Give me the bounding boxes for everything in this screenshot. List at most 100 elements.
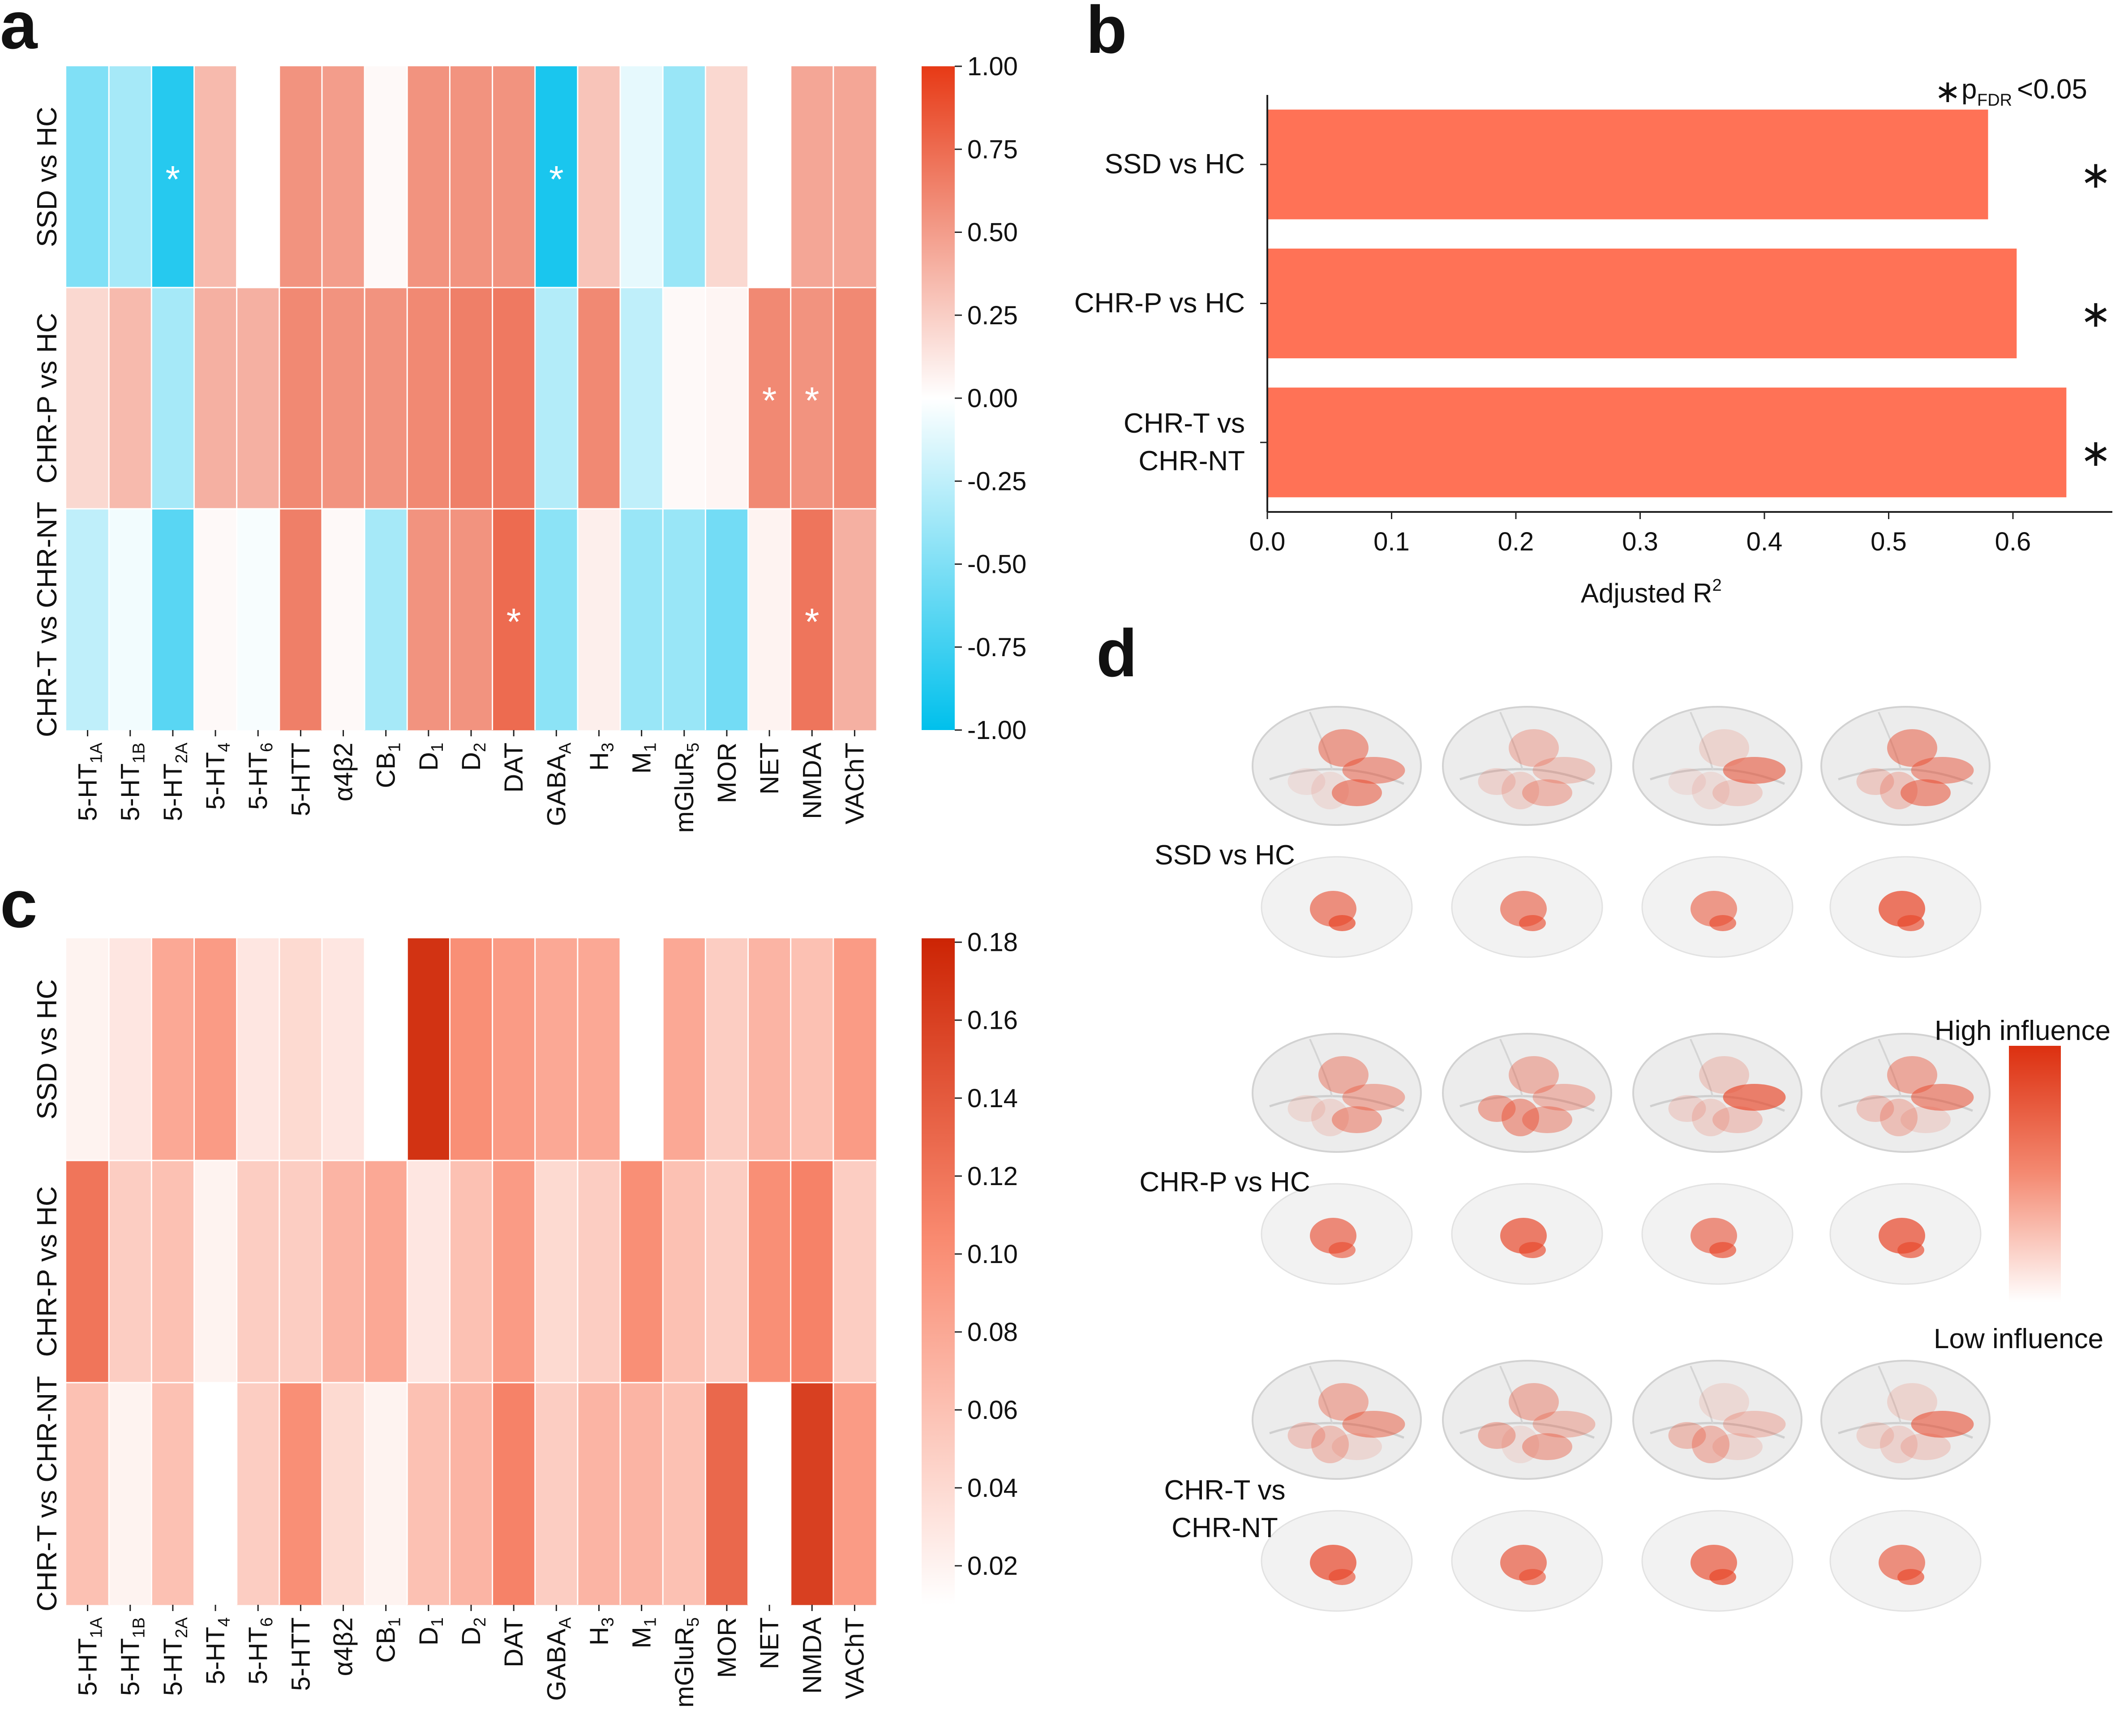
cortex-sulcus bbox=[1838, 768, 1973, 785]
bar-axes: 0.0 0.1 0.2 0.3 0.4 0.5 0.6 SSD vs HC CHR-P vs H… bbox=[1074, 95, 2112, 556]
significance-asterisk: * bbox=[805, 601, 820, 643]
influence-region bbox=[1509, 1056, 1559, 1094]
heatmap-cell bbox=[663, 1383, 706, 1605]
heatmap-cell bbox=[407, 509, 451, 730]
heatmap-cell bbox=[279, 66, 322, 288]
influence-region bbox=[1887, 1383, 1937, 1421]
heatmap-cell bbox=[535, 1383, 578, 1605]
heatmap-cell bbox=[705, 509, 749, 730]
cortex-sulcus bbox=[1499, 1366, 1523, 1425]
influence-region bbox=[1668, 768, 1706, 795]
heatmap-cell bbox=[450, 1383, 493, 1605]
cortex-sulcus bbox=[1269, 1422, 1404, 1439]
colorbar-tick-label: 0.06 bbox=[967, 1396, 1018, 1425]
x-tick-label: 5-HTT bbox=[286, 743, 315, 816]
heatmap-cell bbox=[109, 509, 152, 730]
heatmap-cell bbox=[790, 66, 834, 288]
legend-p-subscript: FDR bbox=[1977, 91, 2012, 110]
x-tick-label: 0.5 bbox=[1871, 527, 1907, 556]
colorbar-tick-label: -0.50 bbox=[967, 550, 1026, 579]
influence-region bbox=[1478, 1422, 1516, 1449]
heatmap-cell bbox=[450, 66, 493, 288]
heatmap-cell bbox=[66, 1160, 109, 1383]
brain-subcortical-view bbox=[1829, 1183, 1982, 1285]
subcortical-nucleus bbox=[1329, 1242, 1356, 1258]
influence-region bbox=[1509, 1383, 1559, 1421]
bar-chart-panel-b: ∗ p FDR <0.05 ∗ ∗ ∗ 0.0 0.1 0.2 0.3 0.4 0.5 0.6 S… bbox=[1074, 74, 2112, 608]
heatmap-cell bbox=[407, 66, 451, 288]
brain-cortex-view bbox=[1442, 706, 1612, 826]
cortex-surface bbox=[1632, 1033, 1802, 1153]
x-tick-label: 0.6 bbox=[1995, 527, 2031, 556]
row-label: SSD vs HC bbox=[32, 107, 63, 247]
heatmap-cell bbox=[790, 1383, 834, 1605]
brain-subcortical-view bbox=[1829, 856, 1982, 958]
x-tick-label: 0.2 bbox=[1498, 527, 1534, 556]
influence-region bbox=[1287, 1422, 1326, 1449]
cortex-surface bbox=[1442, 1360, 1612, 1480]
heatmap-cell bbox=[833, 509, 876, 730]
heatmap-cell bbox=[365, 938, 408, 1161]
influence-region bbox=[1692, 1426, 1729, 1463]
subcortical-nucleus bbox=[1709, 1242, 1736, 1258]
influence-region bbox=[1856, 1095, 1894, 1122]
heatmap-cell bbox=[535, 1160, 578, 1383]
influence-region bbox=[1692, 1099, 1729, 1136]
cortex-surface bbox=[1442, 1033, 1612, 1153]
heatmap-cell bbox=[492, 1383, 536, 1605]
colorbar-tick-label: 0.00 bbox=[967, 384, 1018, 413]
colorbar-tick-label: 0.50 bbox=[967, 218, 1018, 247]
row-label: CHR-T vs CHR-NT bbox=[32, 502, 63, 737]
x-tick-label: 5-HT1B bbox=[116, 1617, 149, 1696]
x-tick-label: mGluR5 bbox=[670, 1617, 703, 1708]
heatmap-cell bbox=[236, 1160, 280, 1383]
subcortical-nucleus bbox=[1709, 915, 1736, 931]
influence-region bbox=[1478, 1095, 1516, 1122]
influence-region bbox=[1723, 757, 1786, 784]
x-tick-label: 5-HT4 bbox=[201, 1617, 234, 1684]
subcortical-nucleus bbox=[1519, 915, 1546, 931]
heatmap-cell bbox=[535, 66, 578, 288]
influence-region bbox=[1342, 1084, 1405, 1111]
x-tick-label: MOR bbox=[712, 743, 742, 803]
heatmap-cell bbox=[833, 1383, 876, 1605]
influence-region bbox=[1901, 1433, 1951, 1460]
brain-subcortical-view bbox=[1641, 1510, 1794, 1612]
heatmap-cell bbox=[407, 288, 451, 509]
brain-subcortical-view bbox=[1451, 1183, 1603, 1285]
heatmap-cell bbox=[365, 66, 408, 288]
heatmap-cell bbox=[450, 509, 493, 730]
brain-cortex-view bbox=[1632, 1360, 1802, 1480]
x-tick-label: D1 bbox=[414, 1617, 447, 1646]
heatmap-cell bbox=[790, 509, 834, 730]
cortex-sulcus bbox=[1878, 1366, 1902, 1425]
influence-region bbox=[1342, 1411, 1405, 1438]
influence-region bbox=[1502, 1099, 1539, 1136]
heatmap-cell bbox=[663, 66, 706, 288]
heatmap-cell bbox=[66, 509, 109, 730]
heatmap-cell bbox=[577, 1160, 621, 1383]
influence-region bbox=[1668, 1422, 1706, 1449]
heatmap-cell bbox=[450, 1160, 493, 1383]
influence-region bbox=[1502, 772, 1539, 809]
heatmap-cell bbox=[365, 1160, 408, 1383]
row-label: SSD vs HC bbox=[32, 979, 63, 1119]
subcortical-nucleus bbox=[1897, 1242, 1924, 1258]
heatmap-cell bbox=[535, 938, 578, 1161]
significance-asterisk: * bbox=[549, 158, 564, 200]
legend-threshold: <0.05 bbox=[2017, 74, 2087, 105]
heatmap-cell bbox=[663, 1160, 706, 1383]
heatmap-cell bbox=[109, 288, 152, 509]
x-tick-label: GABAA bbox=[542, 742, 575, 826]
cortex-sulcus bbox=[1650, 1422, 1785, 1439]
subcortical-nucleus bbox=[1897, 915, 1924, 931]
heatmap-cell bbox=[577, 288, 621, 509]
cortex-surface bbox=[1632, 1360, 1802, 1480]
heatmap-cell bbox=[748, 66, 791, 288]
cortex-sulcus bbox=[1690, 1039, 1714, 1098]
x-tick-label: 5-HT1A bbox=[73, 1617, 106, 1696]
heatmap-cell bbox=[236, 509, 280, 730]
panel-letter-b: b bbox=[1086, 0, 1127, 67]
heatmap-cell bbox=[705, 1383, 749, 1605]
heatmap-cell bbox=[322, 509, 365, 730]
